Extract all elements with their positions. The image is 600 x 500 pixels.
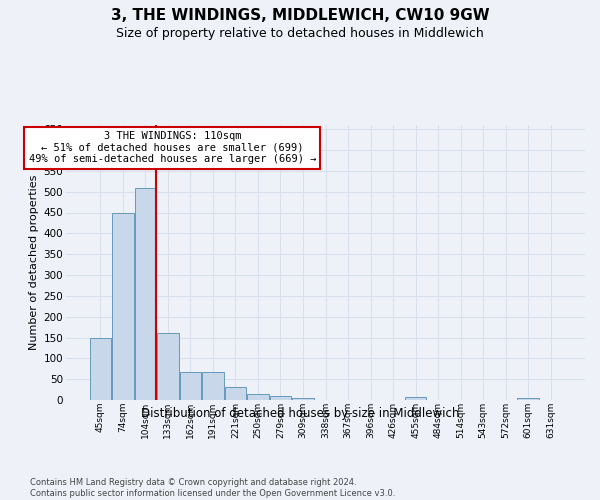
Text: Distribution of detached houses by size in Middlewich: Distribution of detached houses by size …: [141, 408, 459, 420]
Text: Size of property relative to detached houses in Middlewich: Size of property relative to detached ho…: [116, 28, 484, 40]
Bar: [134, 188, 156, 400]
Bar: [247, 394, 269, 400]
Bar: [405, 396, 426, 400]
Bar: [270, 396, 291, 400]
Bar: [292, 398, 314, 400]
Bar: [157, 334, 179, 400]
Text: 3, THE WINDINGS, MIDDLEWICH, CW10 9GW: 3, THE WINDINGS, MIDDLEWICH, CW10 9GW: [110, 8, 490, 22]
Text: Contains HM Land Registry data © Crown copyright and database right 2024.
Contai: Contains HM Land Registry data © Crown c…: [30, 478, 395, 498]
Bar: [517, 398, 539, 400]
Text: 3 THE WINDINGS: 110sqm
← 51% of detached houses are smaller (699)
49% of semi-de: 3 THE WINDINGS: 110sqm ← 51% of detached…: [29, 131, 316, 164]
Bar: [112, 212, 134, 400]
Y-axis label: Number of detached properties: Number of detached properties: [29, 175, 40, 350]
Bar: [179, 372, 201, 400]
Bar: [202, 372, 224, 400]
Bar: [89, 338, 111, 400]
Bar: [225, 386, 246, 400]
